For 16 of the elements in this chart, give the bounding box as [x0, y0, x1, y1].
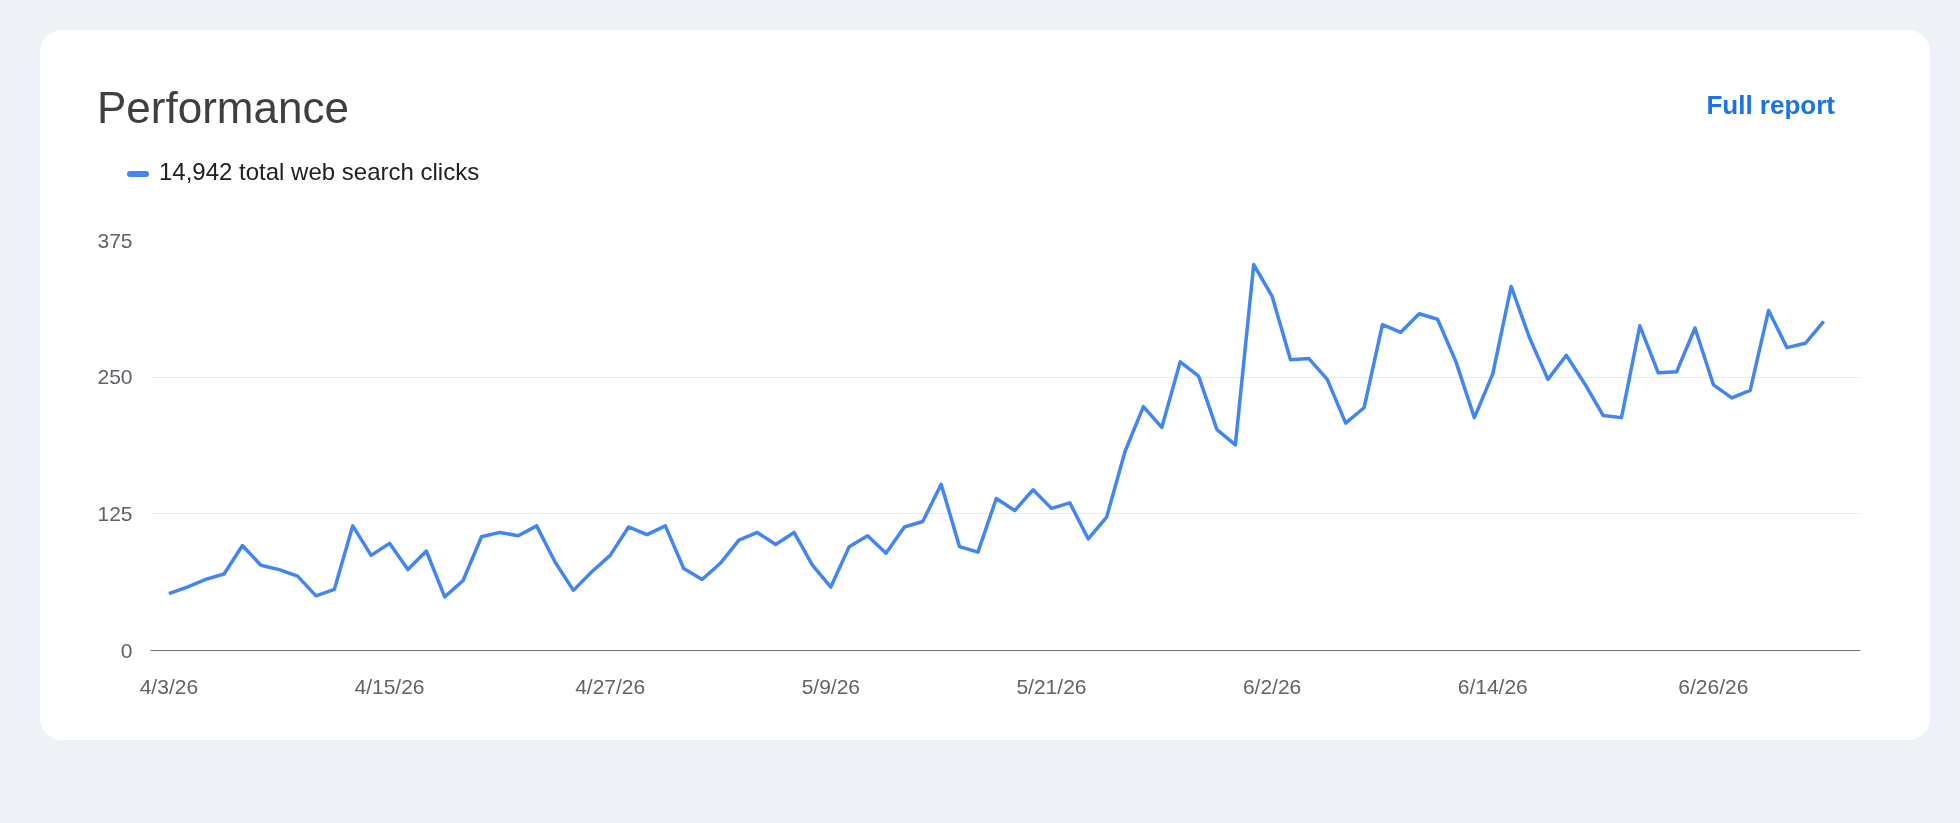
y-tick-label: 375	[97, 228, 133, 252]
chart-title: Performance	[97, 82, 349, 134]
y-tick-label: 125	[97, 501, 133, 525]
y-tick-label: 0	[120, 638, 133, 662]
line-series	[167, 262, 1826, 599]
x-tick-label: 6/26/26	[1678, 674, 1749, 698]
x-tick-label: 4/27/26	[575, 674, 646, 698]
x-tick-label: 4/15/26	[354, 674, 425, 698]
x-tick-label: 5/21/26	[1016, 674, 1087, 698]
text: Full report	[1706, 89, 1835, 122]
x-tick-label: 5/9/26	[801, 674, 861, 698]
x-tick-label: 6/14/26	[1457, 674, 1528, 698]
x-tick-label: 6/2/26	[1242, 674, 1302, 698]
y-tick-label: 250	[97, 365, 133, 389]
x-tick-label: 4/3/26	[139, 674, 199, 698]
legend-label: 14,942 total web search clicks	[158, 157, 480, 187]
